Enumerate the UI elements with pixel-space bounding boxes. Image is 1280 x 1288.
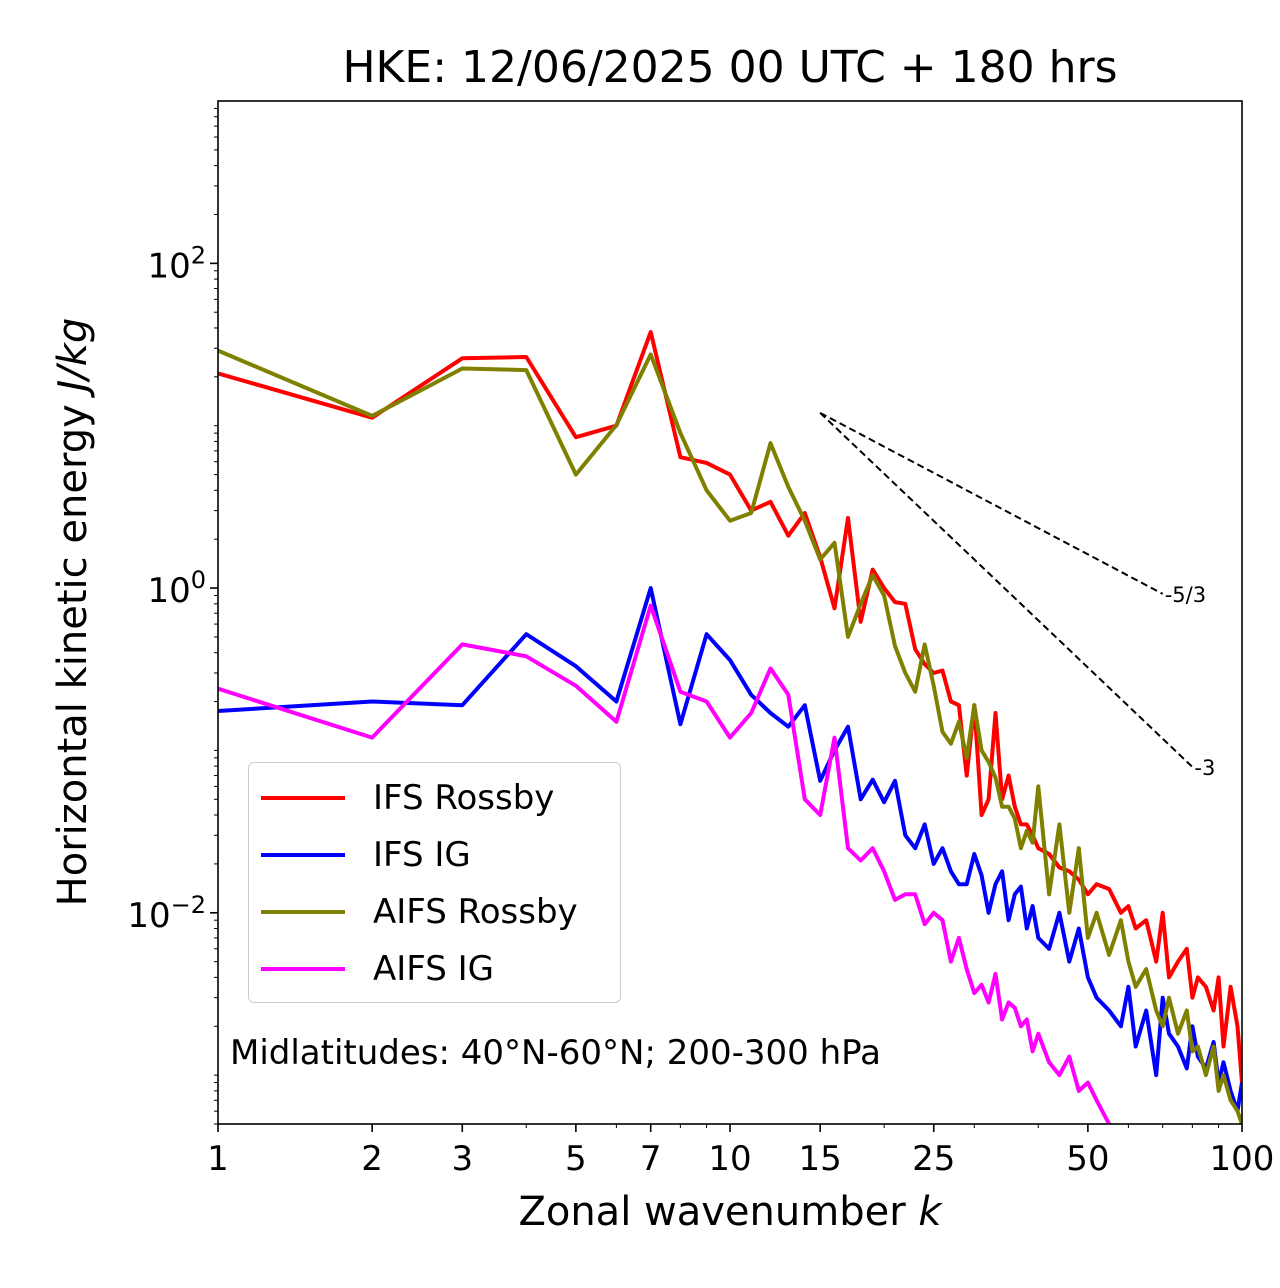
axis-ticks: 1 2 3 5 7 10 15 25 50 100 10−2 100 102	[127, 107, 1275, 1179]
plot-frame	[217, 100, 1243, 1125]
x-tick-label: 50	[1066, 1139, 1109, 1179]
x-axis-label: Zonal wavenumber k	[218, 1188, 1242, 1236]
reference-line-1	[819, 411, 1164, 595]
legend-label-ifs-ig: IFS IG	[373, 834, 471, 875]
legend-label-aifs-ig: AIFS IG	[373, 948, 495, 989]
reference-line-label-1: -5/3	[1165, 583, 1206, 607]
x-axis-label-text: Zonal wavenumber	[518, 1189, 906, 1235]
legend-label-aifs-rossby: AIFS Rossby	[373, 891, 578, 932]
y-axis-unit: J/kg	[50, 317, 96, 392]
legend-swatch-ifs-rossby	[261, 795, 345, 800]
series-line-ifs-rossby	[218, 330, 1242, 1083]
legend-item-aifs-rossby: AIFS Rossby	[249, 883, 620, 940]
reference-slope-lines: -5/3 -3	[819, 411, 1215, 780]
legend: IFS Rossby IFS IG AIFS Rossby AIFS IG	[248, 762, 621, 1003]
series-lines	[218, 330, 1242, 1124]
chart-title: HKE: 12/06/2025 00 UTC + 180 hrs	[342, 42, 1118, 93]
x-tick-label: 2	[361, 1139, 383, 1179]
series-line-aifs-ig	[218, 603, 1113, 1124]
y-axis-label: Horizontal kinetic energy J/kg	[49, 318, 97, 907]
legend-item-aifs-ig: AIFS IG	[249, 940, 620, 997]
x-tick-label: 7	[640, 1139, 662, 1179]
y-tick-label: 10−2	[127, 891, 206, 936]
legend-label-ifs-rossby: IFS Rossby	[373, 777, 555, 818]
x-tick-label: 15	[799, 1139, 842, 1179]
x-tick-label: 25	[912, 1139, 955, 1179]
y-tick-label: 102	[147, 241, 206, 286]
series-line-aifs-rossby	[218, 348, 1242, 1124]
x-tick-label: 3	[451, 1139, 473, 1179]
y-tick-label: 100	[147, 566, 206, 611]
legend-swatch-ifs-ig	[261, 852, 345, 857]
x-tick-label: 10	[708, 1139, 751, 1179]
y-axis-label-text: Horizontal kinetic energy	[50, 404, 96, 907]
x-tick-label: 1	[207, 1139, 229, 1179]
legend-swatch-aifs-rossby	[261, 909, 345, 914]
reference-line-2	[819, 412, 1194, 768]
x-tick-label: 100	[1210, 1139, 1275, 1179]
legend-item-ifs-rossby: IFS Rossby	[249, 769, 620, 826]
reference-line-label-2: -3	[1194, 756, 1215, 780]
legend-swatch-aifs-ig	[261, 966, 345, 971]
x-tick-label: 5	[565, 1139, 587, 1179]
x-axis-symbol: k	[918, 1189, 942, 1235]
region-annotation: Midlatitudes: 40°N-60°N; 200-300 hPa	[230, 1033, 881, 1073]
series-line-ifs-ig	[218, 586, 1242, 1114]
legend-item-ifs-ig: IFS IG	[249, 826, 620, 883]
